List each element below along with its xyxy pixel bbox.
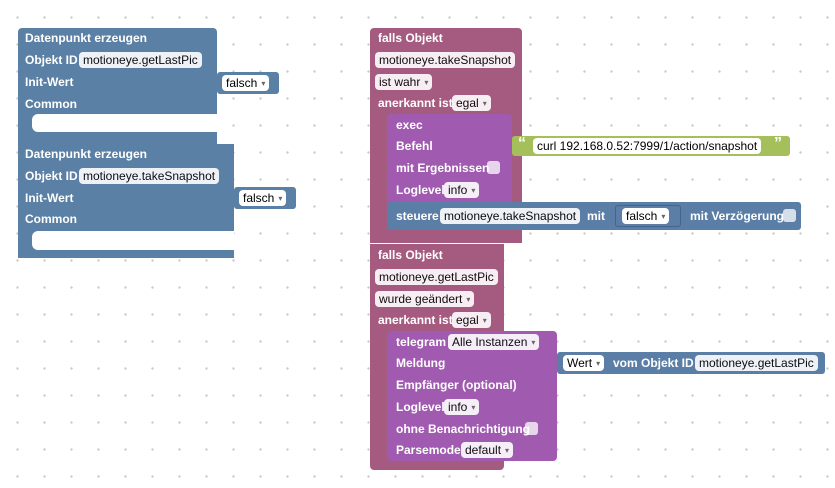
telegram-block[interactable]: telegram Alle Instanzen ▾ Meldung Empfäng… <box>387 331 557 461</box>
objekt-id-field[interactable]: motioneye.takeSnapshot <box>79 168 220 184</box>
init-wert-dropdown[interactable]: falsch ▾ <box>222 75 270 91</box>
loglevel-label: Loglevel <box>396 400 445 414</box>
objekt-id-label: Objekt ID <box>25 53 78 67</box>
vom-objekt-field[interactable]: motioneye.getLastPic <box>695 355 818 371</box>
parsemode-dropdown[interactable]: default ▾ <box>461 442 514 458</box>
init-wert-dropdown[interactable]: falsch ▾ <box>239 190 287 206</box>
chevron-down-icon: ▾ <box>471 186 476 195</box>
datenpunkt-erzeugen-block-2[interactable]: Datenpunkt erzeugen Objekt ID motioneye.… <box>18 144 234 258</box>
ack-label: anerkannt ist <box>378 96 453 110</box>
telegram-title: telegram <box>396 335 447 349</box>
befehl-label: Befehl <box>396 139 433 153</box>
empfaenger-label: Empfänger (optional) <box>396 378 517 392</box>
chevron-down-icon: ▾ <box>661 212 666 221</box>
init-wert-label: Init-Wert <box>25 191 74 205</box>
command-field[interactable]: curl 192.168.0.52:7999/1/action/snapshot <box>533 138 762 154</box>
statement-slot <box>32 231 234 250</box>
chevron-down-icon: ▾ <box>466 295 471 304</box>
parsemode-label: Parsemode <box>396 443 461 457</box>
init-wert-label: Init-Wert <box>25 75 74 89</box>
common-label: Common <box>25 97 77 111</box>
trigger-title: falls Objekt <box>378 248 443 262</box>
ohne-benachrichtigung-checkbox[interactable] <box>525 422 538 435</box>
chevron-down-icon: ▾ <box>596 359 601 368</box>
quote-open-icon: “ <box>518 135 526 152</box>
chevron-down-icon: ▾ <box>531 338 536 347</box>
chevron-down-icon: ▾ <box>261 79 266 88</box>
mit-label: mit <box>587 209 605 223</box>
trigger-object-field[interactable]: motioneye.getLastPic <box>375 269 498 285</box>
loglevel-dropdown[interactable]: info ▾ <box>444 182 480 198</box>
chevron-down-icon: ▾ <box>424 78 429 87</box>
ack-dropdown[interactable]: egal ▾ <box>452 312 491 328</box>
delay-checkbox[interactable] <box>783 209 796 222</box>
meldung-label: Meldung <box>396 356 446 370</box>
loglevel-label: Loglevel <box>396 183 445 197</box>
delay-label: mit Verzögerung <box>690 209 785 223</box>
steuere-block[interactable]: steuere motioneye.takeSnapshot mit falsc… <box>387 202 801 230</box>
value-slot: falsch ▾ <box>615 205 681 227</box>
datenpunkt-erzeugen-block-1[interactable]: Datenpunkt erzeugen Objekt ID motioneye.… <box>18 28 217 144</box>
condition-dropdown[interactable]: wurde geändert ▾ <box>375 291 475 307</box>
objekt-id-field[interactable]: motioneye.getLastPic <box>79 52 202 68</box>
block-title: Datenpunkt erzeugen <box>25 147 148 161</box>
ack-dropdown[interactable]: egal ▾ <box>452 95 491 111</box>
wert-dropdown[interactable]: Wert ▾ <box>563 355 605 371</box>
quote-close-icon: ” <box>774 135 782 152</box>
chevron-down-icon: ▾ <box>471 403 476 412</box>
trigger-object-field[interactable]: motioneye.takeSnapshot <box>375 52 516 68</box>
chevron-down-icon: ▾ <box>278 194 283 203</box>
mit-ergebnissen-checkbox[interactable] <box>487 161 500 174</box>
ohne-benachrichtigung-label: ohne Benachrichtigung <box>396 422 531 436</box>
value-dropdown[interactable]: falsch ▾ <box>622 208 670 224</box>
command-text-block[interactable]: “ curl 192.168.0.52:7999/1/action/snapsh… <box>512 136 790 156</box>
ack-label: anerkannt ist <box>378 313 453 327</box>
steuere-object-field[interactable]: motioneye.takeSnapshot <box>440 208 581 224</box>
instance-dropdown[interactable]: Alle Instanzen ▾ <box>448 334 540 350</box>
mit-ergebnissen-label: mit Ergebnissen <box>396 161 490 175</box>
wert-vom-objekt-block[interactable]: Wert ▾ vom Objekt ID motioneye.getLastPic <box>557 352 825 374</box>
loglevel-dropdown[interactable]: info ▾ <box>444 399 480 415</box>
chevron-down-icon: ▾ <box>482 99 487 108</box>
vom-objekt-label: vom Objekt ID <box>613 356 694 370</box>
block-title: Datenpunkt erzeugen <box>25 31 148 45</box>
exec-title: exec <box>396 118 423 132</box>
init-wert-value-block-1[interactable]: falsch ▾ <box>217 72 279 94</box>
init-wert-value-block-2[interactable]: falsch ▾ <box>234 187 296 209</box>
chevron-down-icon: ▾ <box>482 316 487 325</box>
trigger-1-footer <box>370 230 522 242</box>
statement-slot <box>32 114 217 132</box>
common-label: Common <box>25 212 77 226</box>
exec-block[interactable]: exec Befehl mit Ergebnissen Loglevel inf… <box>387 114 512 202</box>
objekt-id-label: Objekt ID <box>25 169 78 183</box>
chevron-down-icon: ▾ <box>505 446 510 455</box>
trigger-title: falls Objekt <box>378 31 443 45</box>
steuere-label: steuere <box>396 209 439 223</box>
condition-dropdown[interactable]: ist wahr ▾ <box>375 74 433 90</box>
